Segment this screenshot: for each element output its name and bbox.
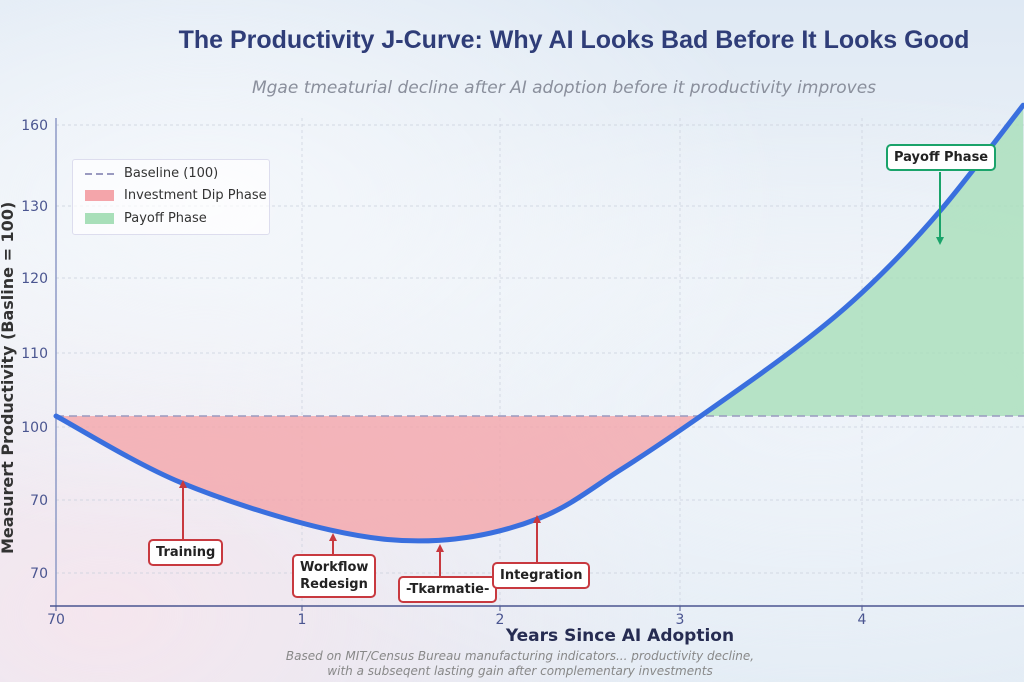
annotation-tkarmatie: -Tkarmatie- (398, 576, 498, 603)
y-tick-label: 110 (21, 346, 48, 362)
y-tick-label: 70 (30, 493, 48, 509)
arrowhead-icon (533, 515, 541, 523)
y-tick-label: 100 (21, 420, 48, 436)
y-tick-label: 70 (30, 566, 48, 582)
x-tick-label: 2 (496, 612, 505, 628)
annotation-workflow: Workflow Redesign (292, 554, 376, 598)
annotation-payoff: Payoff Phase (886, 144, 997, 171)
annotation-integration: Integration (492, 562, 591, 589)
y-tick-label: 130 (21, 199, 48, 215)
payoff-area (700, 105, 1024, 416)
y-tick-label: 120 (21, 271, 48, 287)
legend-baseline: Baseline (100) (85, 166, 218, 181)
x-tick-label: 1 (298, 612, 307, 628)
x-axis-label: Years Since AI Adoption (505, 626, 735, 646)
legend: Baseline (100) Investment Dip Phase Payo… (72, 159, 270, 235)
swatch-icon (85, 190, 114, 201)
footnote-line-1: Based on MIT/Census Bureau manufacturing… (285, 649, 755, 663)
arrowhead-icon (329, 533, 337, 541)
legend-label: Baseline (100) (124, 166, 219, 181)
chart-title: The Productivity J-Curve: Why AI Looks B… (178, 26, 970, 54)
x-tick-label: 70 (47, 612, 65, 628)
productivity-curve (53, 102, 1024, 544)
y-tick-label: 160 (21, 118, 48, 134)
footnote-line-2: with a subseqent lasting gain after comp… (327, 664, 713, 678)
y-axis-label: Measurert Productivity (Basline = 100) (0, 201, 17, 554)
legend-payoff: Payoff Phase (85, 211, 207, 226)
x-tick-label: 4 (858, 612, 867, 628)
swatch-icon (85, 213, 114, 224)
x-tick-label: 3 (676, 612, 685, 628)
dashed-line-icon (85, 172, 114, 175)
legend-label: Payoff Phase (124, 211, 207, 226)
annotation-training: Training (148, 539, 224, 566)
arrowhead-icon (936, 237, 944, 245)
legend-label: Investment Dip Phase (124, 188, 267, 203)
arrowhead-icon (436, 544, 444, 552)
chart-subtitle: Mgae tmeaturial decline after AI adoptio… (251, 78, 877, 98)
arrowhead-icon (179, 480, 187, 488)
legend-dip: Investment Dip Phase (85, 188, 267, 203)
dip-area (56, 416, 701, 541)
